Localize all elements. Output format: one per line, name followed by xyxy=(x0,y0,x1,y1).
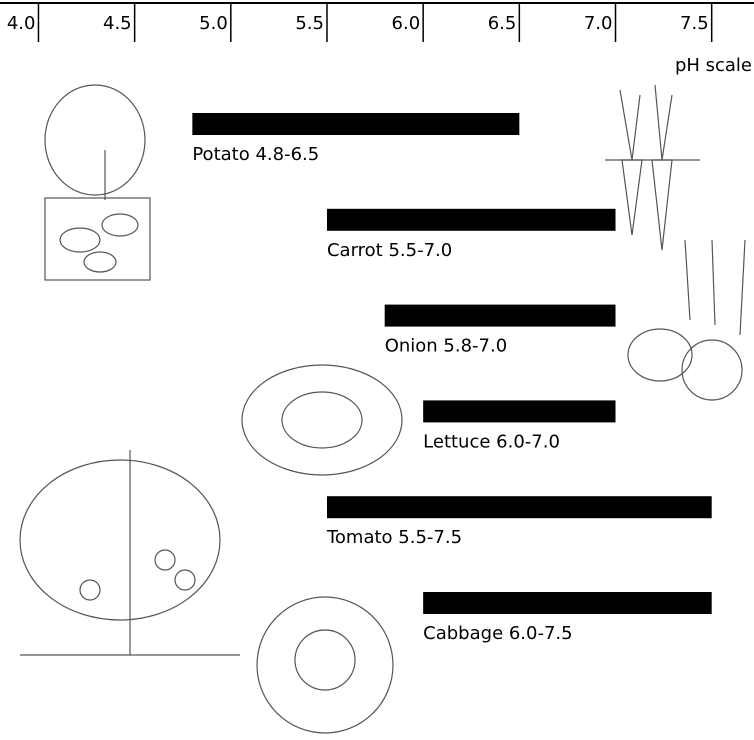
lettuce-plant xyxy=(242,365,402,475)
illustrations xyxy=(20,85,745,733)
x-tick-label: 6.0 xyxy=(392,13,421,34)
x-tick-label: 5.0 xyxy=(199,13,228,34)
axis-title: pH scale xyxy=(675,55,752,76)
bar-label: Tomato 5.5-7.5 xyxy=(326,527,462,548)
bar-label: Lettuce 6.0-7.0 xyxy=(423,431,560,452)
bar-label: Carrot 5.5-7.0 xyxy=(327,240,452,261)
bar xyxy=(423,400,615,422)
bar xyxy=(423,592,712,614)
x-tick-label: 4.5 xyxy=(103,13,132,34)
x-tick-label: 7.5 xyxy=(680,13,709,34)
tomato-plant xyxy=(20,450,240,655)
bar xyxy=(327,209,616,231)
cabbage-plant xyxy=(257,597,393,733)
potato-plant xyxy=(45,85,150,280)
bar xyxy=(385,305,616,327)
bar xyxy=(327,496,712,518)
x-tick-label: 6.5 xyxy=(488,13,517,34)
bar-label: Cabbage 6.0-7.5 xyxy=(423,623,572,644)
chart: pH scale 4.0 4.5 5.0 5.5 6.0 6.5 7.0 7.5 Potato … xyxy=(0,0,754,740)
onion-plant xyxy=(628,240,745,400)
bar-label: Potato 4.8-6.5 xyxy=(192,144,319,165)
x-tick-label: 5.5 xyxy=(295,13,324,34)
bar xyxy=(192,113,519,135)
x-tick-label: 4.0 xyxy=(7,13,36,34)
bar-label: Onion 5.8-7.0 xyxy=(385,336,507,357)
x-tick-label: 7.0 xyxy=(584,13,613,34)
carrot-plant xyxy=(605,85,700,250)
